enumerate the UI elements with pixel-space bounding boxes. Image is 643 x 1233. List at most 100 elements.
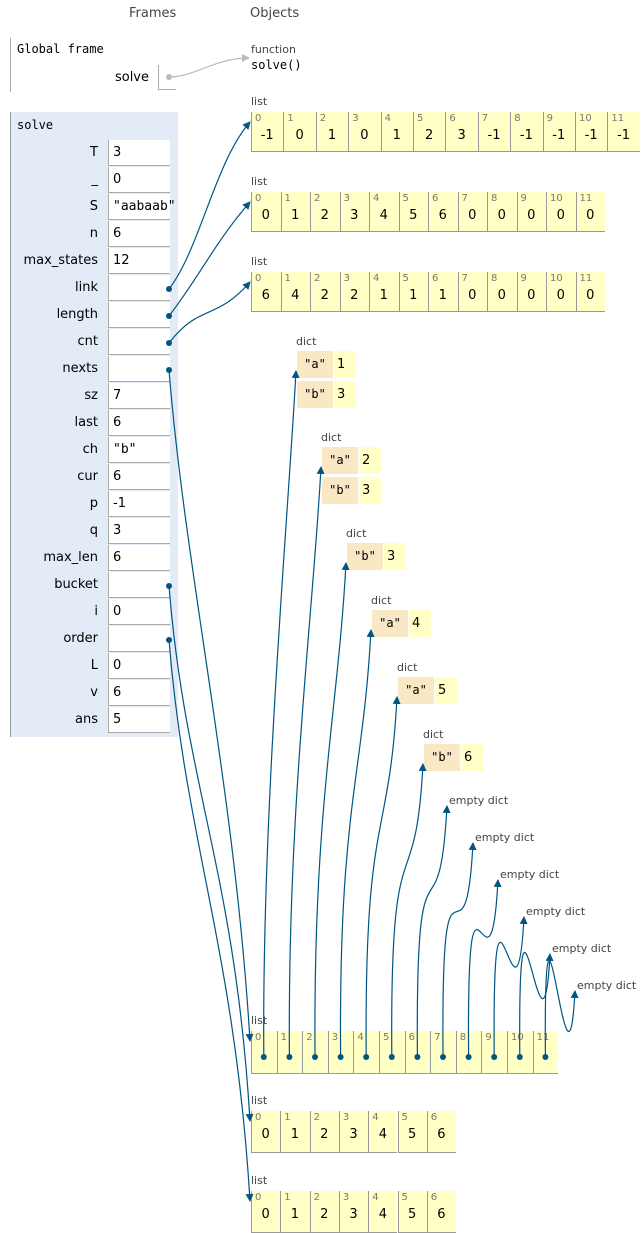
- pointer-arrow: [365, 696, 401, 1058]
- value-box: [108, 599, 170, 625]
- list-value: 4: [378, 1207, 387, 1222]
- list-cell: [457, 272, 487, 312]
- list-value: 6: [261, 288, 270, 303]
- list-value: 0: [261, 1127, 270, 1142]
- list-index: 3: [342, 1112, 350, 1123]
- list-index: 8: [514, 113, 521, 124]
- list-cell: [457, 192, 487, 232]
- dict-label: empty dict: [449, 794, 509, 807]
- list-cell: [398, 272, 428, 312]
- list-cell: [426, 1191, 457, 1233]
- dict-key-cell: [347, 543, 383, 570]
- list-cell: [251, 192, 281, 232]
- list-cell: [426, 1111, 457, 1153]
- variable-name: T: [90, 145, 98, 160]
- value-box: [108, 491, 170, 517]
- variable-name: ch: [82, 442, 98, 457]
- list-value: 6: [438, 208, 447, 223]
- list-cell: [607, 112, 640, 152]
- list-index: 1: [284, 1112, 291, 1123]
- list-index: 3: [343, 193, 350, 204]
- list-value: 1: [291, 208, 300, 223]
- list-cell: [516, 272, 546, 312]
- list-cell: [310, 192, 340, 232]
- list-index: 4: [357, 1032, 364, 1043]
- list-value: 1: [327, 128, 337, 143]
- list-cell: [575, 192, 605, 232]
- pointer-dot: [166, 340, 172, 346]
- dict-value-cell: [359, 477, 381, 504]
- dict-value: 5: [438, 683, 447, 698]
- pointer-arrow: [168, 639, 254, 1202]
- list-index: 0: [255, 1112, 262, 1123]
- list-index: 0: [255, 1032, 262, 1043]
- list-index: 8: [491, 193, 498, 204]
- list-cell: [398, 192, 428, 232]
- variable-value: -1: [113, 496, 126, 511]
- list-label: list: [251, 1094, 268, 1107]
- list-cell: [516, 192, 546, 232]
- variable-name: length: [56, 307, 98, 322]
- list-value: 2: [320, 288, 329, 303]
- list-index: 1: [284, 1192, 291, 1203]
- pointer-arrow: [467, 879, 502, 1058]
- list-cell: [309, 1191, 339, 1233]
- list-index: 11: [536, 1032, 550, 1043]
- list-index: 6: [432, 273, 439, 284]
- pointer-dot: [166, 637, 172, 643]
- list-cell: [339, 192, 369, 232]
- dict-key-cell: [398, 677, 434, 704]
- value-box: [108, 437, 170, 463]
- variable-value: 0: [113, 658, 122, 673]
- list-cell: [251, 112, 284, 152]
- dict-key: "b": [354, 549, 376, 563]
- list-cell: [542, 112, 575, 152]
- value-box: [108, 248, 170, 274]
- list-cell: [338, 1191, 369, 1233]
- pointer-dot: [312, 1054, 318, 1060]
- list-index: 10: [511, 1032, 524, 1043]
- list-cell: [368, 1111, 398, 1153]
- list-index: 11: [579, 273, 593, 284]
- list-index: 3: [343, 273, 350, 284]
- list-value: 0: [261, 1207, 270, 1222]
- list-index: 9: [520, 193, 527, 204]
- dict-value: 3: [337, 387, 346, 402]
- list-index: 11: [611, 113, 625, 124]
- dict-key: "a": [304, 357, 326, 371]
- pointer-dot: [388, 1054, 395, 1060]
- pointer-dot: [166, 367, 172, 373]
- pointer-dot: [166, 583, 172, 589]
- dict-value-cell: [334, 381, 356, 408]
- list-value: 2: [425, 128, 434, 143]
- dict-label: empty dict: [475, 831, 535, 844]
- dict-label: dict: [397, 661, 418, 674]
- list-value: 1: [409, 288, 418, 303]
- list-cell: [546, 192, 576, 232]
- list-cell: [428, 272, 458, 312]
- pointer-dot: [166, 286, 172, 292]
- list-cell: [397, 1111, 427, 1153]
- pointer-dot: [286, 1054, 293, 1060]
- pointer-dot: [491, 1054, 498, 1060]
- variable-name: bucket: [54, 577, 98, 592]
- list-cell: [369, 272, 399, 312]
- list-index: 4: [372, 1112, 379, 1123]
- list-value: 3: [349, 1127, 358, 1142]
- pointer-dot: [414, 1054, 421, 1060]
- list-index: 6: [430, 1192, 438, 1203]
- pointer-dot: [516, 1054, 523, 1060]
- list-index: 1: [284, 193, 291, 204]
- list-label: list: [251, 95, 268, 108]
- value-box: [108, 194, 170, 220]
- dict-key-cell: [322, 477, 358, 504]
- pointer-arrow: [442, 842, 477, 1058]
- dict-label: empty dict: [552, 942, 612, 955]
- variable-name: sz: [84, 388, 98, 403]
- list-value: 1: [438, 288, 447, 303]
- pointer-arrow: [168, 201, 251, 317]
- value-box: [108, 167, 170, 193]
- variable-value: 6: [113, 415, 122, 430]
- dict-label: dict: [423, 728, 444, 741]
